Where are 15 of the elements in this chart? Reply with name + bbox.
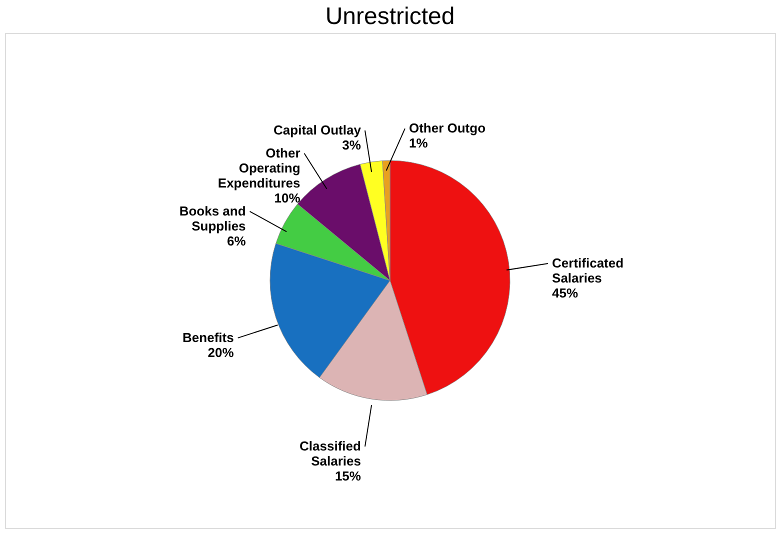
data-label: 10%	[274, 190, 301, 206]
data-label: 20%	[208, 344, 234, 360]
chart-title: Unrestricted	[325, 3, 455, 30]
slice-label: Classified Salaries	[300, 438, 362, 469]
slice-label: Benefits	[182, 330, 234, 345]
slice-label: Certificated Salaries	[552, 255, 624, 286]
data-label: 3%	[342, 137, 362, 152]
data-label: 15%	[334, 468, 362, 484]
slice-label: Books and Supplies	[179, 203, 246, 234]
data-label: 45%	[552, 285, 578, 300]
data-label: 1%	[408, 136, 428, 151]
slice-label: Other Operating Expenditures	[218, 145, 300, 190]
slice-label: Capital Outlay	[274, 122, 362, 138]
slice-label: Other Outgo	[408, 120, 486, 136]
data-label: 6%	[226, 233, 246, 248]
